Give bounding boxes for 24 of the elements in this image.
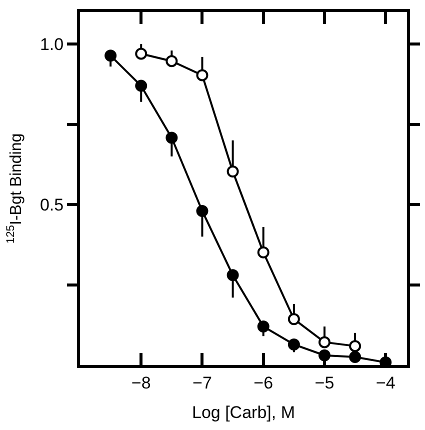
x-tick-label: −8 bbox=[131, 373, 151, 392]
point bbox=[226, 269, 239, 282]
point bbox=[104, 50, 117, 62]
point bbox=[196, 204, 208, 217]
x-axis-title: Log [Carb], M bbox=[192, 402, 295, 422]
y-tick-label: 0.5 bbox=[40, 196, 64, 214]
point bbox=[257, 246, 270, 258]
point bbox=[349, 340, 362, 352]
point bbox=[135, 48, 148, 60]
point bbox=[166, 55, 178, 68]
point bbox=[226, 165, 239, 178]
x-tick-label: −5 bbox=[314, 373, 334, 392]
x-tick-label: −6 bbox=[254, 373, 274, 392]
point bbox=[288, 338, 300, 350]
y-tick-label: 1.0 bbox=[40, 35, 64, 54]
point bbox=[257, 320, 270, 332]
point bbox=[196, 69, 208, 82]
x-tick-label: −7 bbox=[192, 373, 212, 392]
point bbox=[135, 80, 148, 92]
x-tick-label: −4 bbox=[376, 373, 396, 392]
point bbox=[166, 132, 178, 144]
point bbox=[288, 313, 300, 326]
point bbox=[349, 350, 362, 363]
point bbox=[318, 336, 330, 348]
